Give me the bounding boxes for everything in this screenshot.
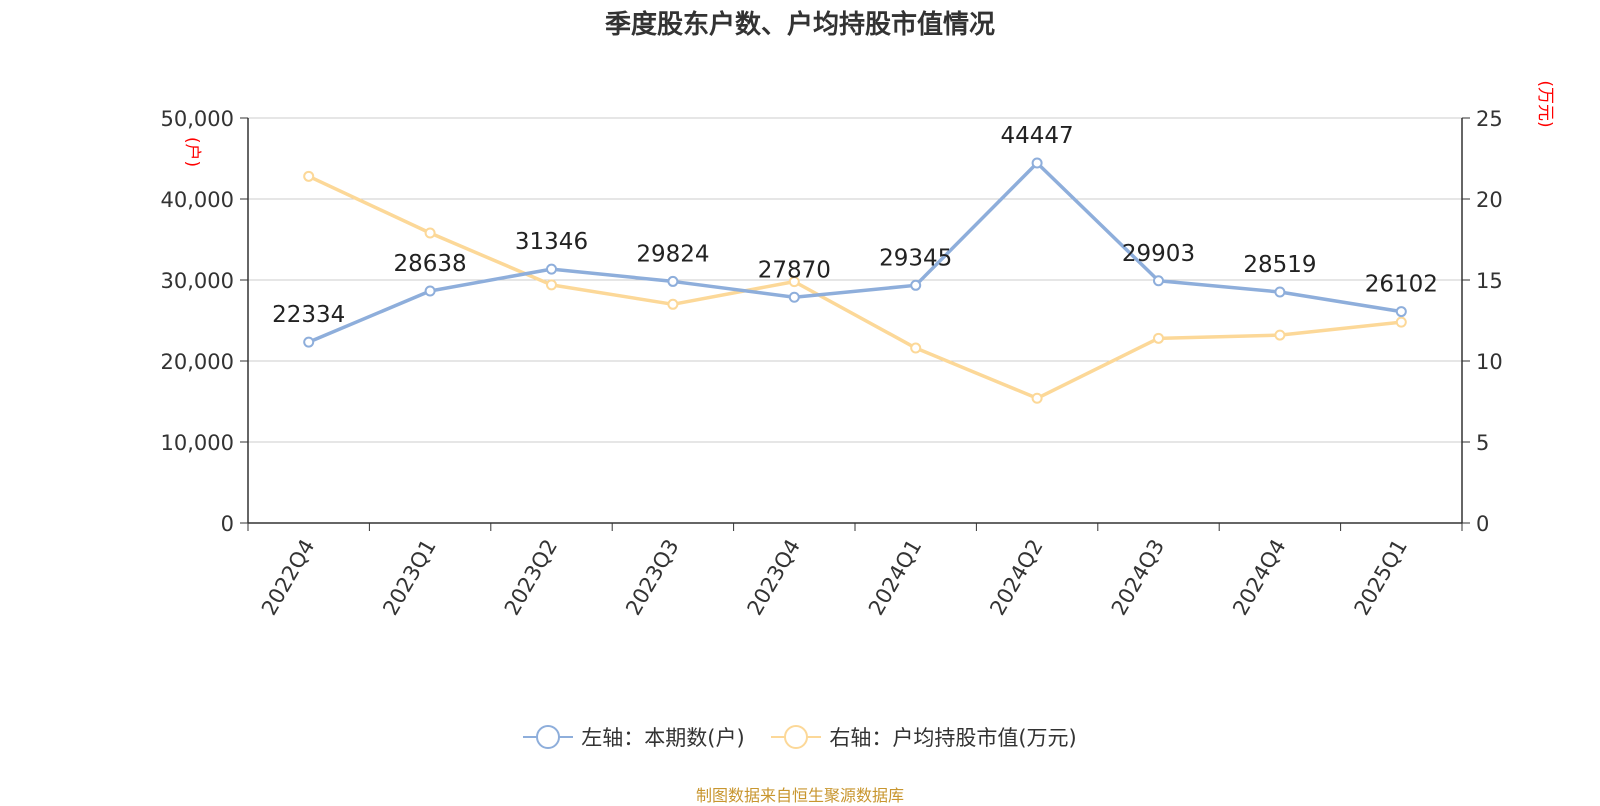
data-point [303,170,315,182]
left-axis-unit: (户) [182,137,202,167]
legend-swatch-left [523,725,574,749]
x-tick-label: 2023Q4 [743,535,805,619]
x-tick-label: 2024Q4 [1228,535,1290,619]
data-label: 29345 [879,245,952,271]
right-tick-label: 0 [1476,512,1489,536]
right-axis-ticks: 0 5 10 15 20 25 [1462,107,1503,536]
left-tick-label: 0 [221,512,234,536]
chart-title: 季度股东户数、户均持股市值情况 [604,10,995,40]
series-line [308,161,1402,344]
data-point [667,275,679,287]
legend-label-right: 右轴：户均持股市值(万元) [829,726,1077,750]
data-label: 29824 [636,241,709,267]
x-axis-ticks: 2022Q4 2023Q1 2023Q2 2023Q3 2023Q4 2024Q1 2024… [247,523,1463,619]
data-point [303,336,315,348]
data-point [1031,392,1043,404]
left-tick-label: 40,000 [161,188,234,212]
x-tick-label: 2025Q1 [1350,535,1412,619]
series-line [307,174,1402,401]
series-shareholder-count [303,157,1407,348]
data-point [1395,306,1407,318]
left-tick-label: 10,000 [161,431,234,455]
data-point [788,291,800,303]
legend: 左轴：本期数(户) 右轴：户均持股市值(万元) [0,722,1600,754]
data-point [546,263,557,275]
series-avg-holding-value [303,170,1407,404]
legend-label-left: 左轴：本期数(户) [581,726,745,750]
legend-swatch-right [771,725,822,749]
data-point [1031,157,1043,169]
left-axis-ticks: 0 10,000 20,000 30,000 40,000 50,000 [161,107,248,536]
x-tick-label: 2024Q2 [985,535,1047,619]
data-point [546,279,557,291]
grid-lines [248,117,1462,443]
data-label: 44447 [1001,123,1074,149]
x-tick-label: 2023Q3 [621,535,683,619]
right-tick-label: 5 [1476,431,1489,455]
data-point [1274,286,1286,298]
data-point [667,298,679,310]
data-label: 28638 [394,251,467,277]
x-tick-label: 2024Q3 [1107,535,1169,619]
data-label: 28519 [1243,252,1316,278]
left-tick-label: 50,000 [161,107,234,131]
source-note: 制图数据来自恒生聚源数据库 [695,786,904,805]
data-point [1153,275,1164,287]
right-tick-label: 20 [1476,188,1503,212]
data-point [424,285,436,297]
axes [247,118,1463,524]
data-label: 27870 [758,257,831,283]
right-tick-label: 15 [1476,269,1503,293]
x-tick-label: 2023Q1 [378,535,440,619]
data-point [1153,332,1164,344]
data-point [910,279,922,291]
legend-item-right[interactable]: 右轴：户均持股市值(万元) [771,722,1077,752]
left-tick-label: 30,000 [161,269,234,293]
data-label: 22334 [272,302,345,328]
x-tick-label: 2022Q4 [257,535,319,619]
line-chart: 0 10,000 20,000 30,000 40,000 50,000 0 5 10 15 20… [161,80,1555,619]
data-point [1395,316,1407,328]
data-label: 31346 [515,229,588,255]
x-tick-label: 2023Q2 [500,535,562,619]
data-point [1274,329,1286,341]
data-point [910,342,922,354]
data-label: 29903 [1122,241,1195,267]
left-tick-label: 20,000 [161,350,234,374]
x-tick-label: 2024Q1 [864,535,926,619]
data-point [424,227,436,239]
right-axis-unit: (万元) [1535,80,1555,127]
data-labels: 22334 28638 31346 29824 27870 29345 44447 29903… [272,123,1438,328]
right-tick-label: 25 [1476,107,1503,131]
data-label: 26102 [1365,272,1438,298]
legend-item-left[interactable]: 左轴：本期数(户) [523,722,745,752]
data-point [788,276,800,288]
right-tick-label: 10 [1476,350,1503,374]
